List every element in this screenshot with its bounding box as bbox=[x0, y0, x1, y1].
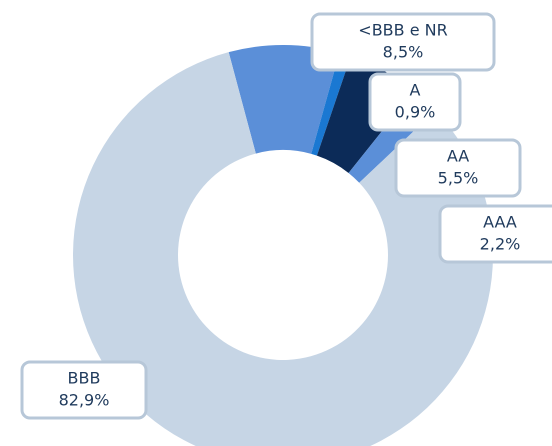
label-box bbox=[394, 138, 522, 198]
slice-label: AA bbox=[447, 147, 469, 166]
donut-slice bbox=[228, 45, 340, 154]
donut-slice bbox=[73, 52, 493, 446]
donut-slice bbox=[311, 52, 351, 156]
value-label: 8,5% bbox=[383, 43, 424, 62]
slice-label: A bbox=[410, 81, 421, 100]
label-box bbox=[438, 204, 552, 264]
slice-label: <BBB e NR bbox=[358, 21, 447, 40]
value-label: 5,5% bbox=[438, 169, 479, 188]
label-box bbox=[310, 12, 496, 72]
slice-label: BBB bbox=[68, 369, 101, 388]
value-label: 0,9% bbox=[395, 103, 436, 122]
label-box bbox=[20, 360, 148, 420]
label-box bbox=[368, 72, 462, 132]
value-label: 82,9% bbox=[59, 391, 110, 410]
slice-label: AAA bbox=[483, 213, 517, 232]
value-label: 2,2% bbox=[480, 235, 521, 254]
